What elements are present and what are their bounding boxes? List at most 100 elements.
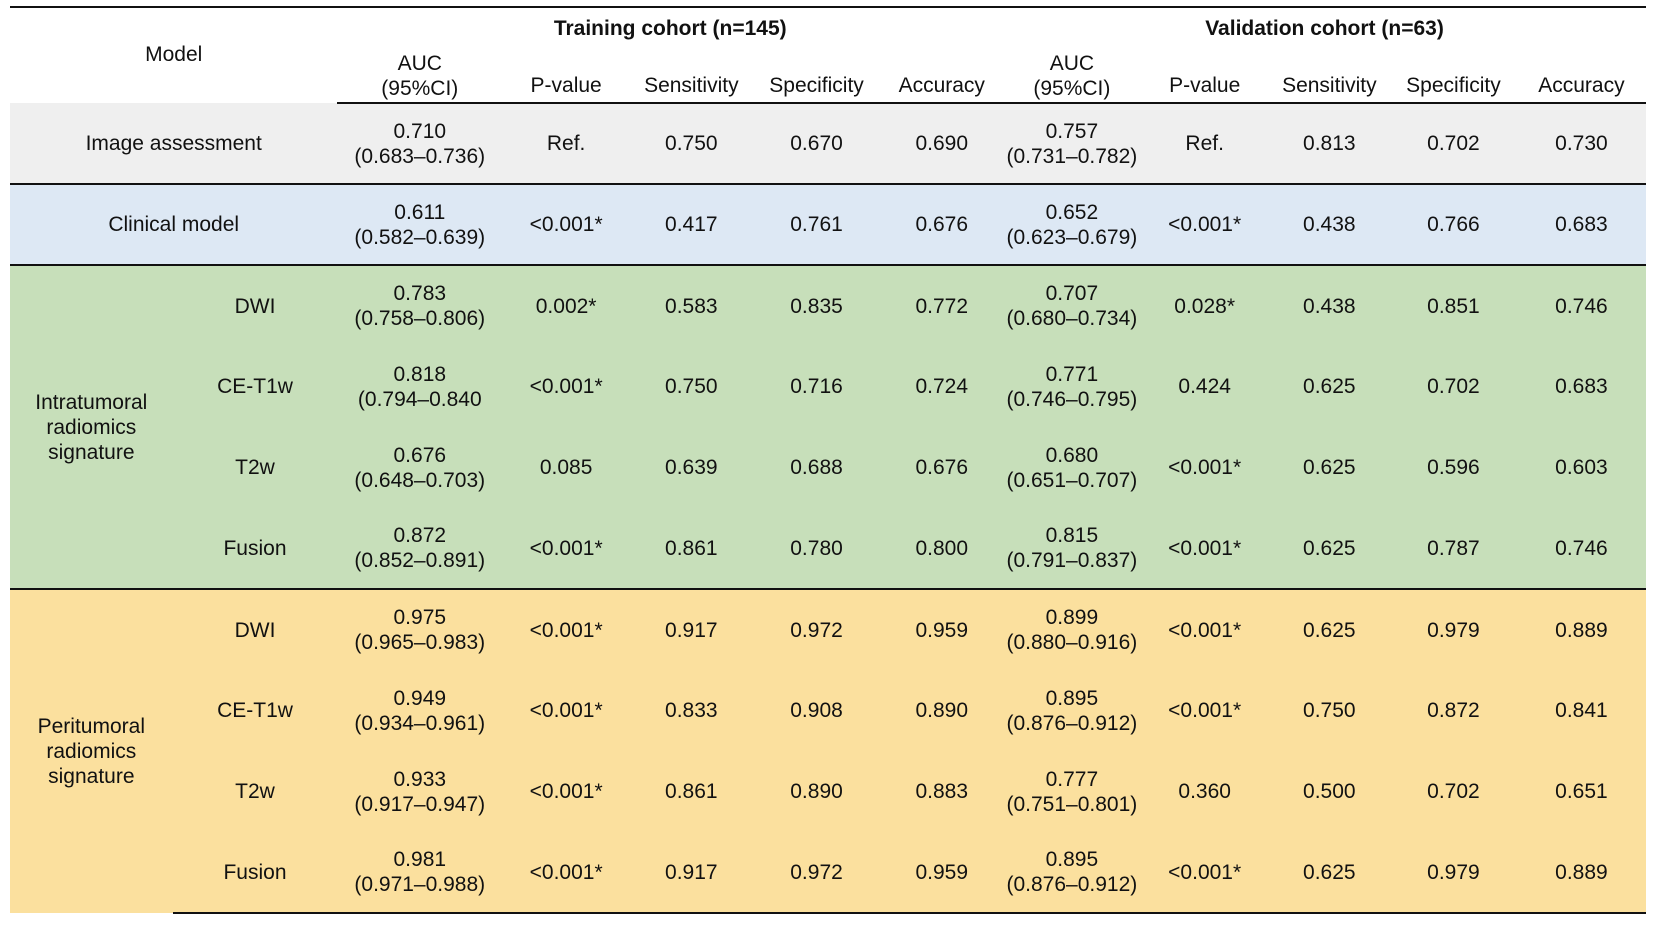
validation-auc-ci: (0.876–0.912) — [1006, 873, 1138, 896]
validation-auc-ci: (0.751–0.801) — [1006, 792, 1138, 816]
validation-auc-cell: 0.680 (0.651–0.707) — [1003, 427, 1141, 508]
sequence-name-cell: Fusion — [172, 832, 338, 914]
sequence-name-cell: DWI — [172, 264, 338, 346]
training-p-value-cell: <0.001* — [502, 588, 631, 670]
training-p-value-cell: 0.085 — [502, 427, 631, 508]
sequence-name-cell: T2w — [172, 427, 338, 508]
model-name-cell: Image assessment — [10, 103, 338, 184]
training-auc-value: 0.818 — [393, 362, 447, 386]
validation-auc-value: 0.707 — [1045, 282, 1099, 305]
training-specificity-cell: 0.761 — [752, 183, 881, 265]
peritumoral-group-label-line: Peritumoral — [37, 715, 145, 738]
validation-cohort-header: Validation cohort (n=63) — [1003, 6, 1646, 49]
training-specificity-cell: 0.835 — [752, 264, 881, 346]
training-auc-cell: 0.818 (0.794–0.840 — [337, 346, 503, 427]
training-specificity-cell: 0.908 — [752, 670, 881, 751]
training-accuracy-cell: 0.676 — [880, 183, 1004, 265]
table-row: Fusion 0.872 (0.852–0.891) <0.001* 0.861 0.78… — [10, 508, 1646, 589]
model-name-cell: Clinical model — [10, 183, 338, 265]
training-sensitivity-cell: 0.833 — [630, 670, 753, 751]
training-auc-ci: (0.934–0.961) — [354, 711, 486, 735]
training-accuracy-cell: 0.772 — [880, 264, 1004, 346]
sequence-name-cell: DWI — [172, 588, 338, 670]
training-auc-cell: 0.710 (0.683–0.736) — [337, 103, 503, 184]
training-auc-value: 0.783 — [393, 282, 447, 305]
training-cohort-header: Training cohort (n=145) — [337, 6, 1004, 49]
training-auc-value: 0.676 — [393, 443, 447, 467]
training-sensitivity-cell: 0.861 — [630, 751, 753, 832]
validation-p-value-cell: 0.360 — [1140, 751, 1269, 832]
validation-accuracy-cell: 0.841 — [1516, 670, 1646, 751]
validation-specificity-cell: 0.766 — [1390, 183, 1517, 265]
validation-auc-cell: 0.777 (0.751–0.801) — [1003, 751, 1141, 832]
training-auc-value: 0.981 — [393, 848, 447, 871]
validation-p-value-cell: 0.424 — [1140, 346, 1269, 427]
training-accuracy-cell: 0.883 — [880, 751, 1004, 832]
sequence-name-cell: Fusion — [172, 508, 338, 589]
table-row: Fusion 0.981 (0.971–0.988) <0.001* 0.917 0.97… — [10, 832, 1646, 914]
training-accuracy-cell: 0.959 — [880, 832, 1004, 914]
training-sensitivity-cell: 0.750 — [630, 103, 753, 184]
validation-auc-cell: 0.757 (0.731–0.782) — [1003, 103, 1141, 184]
training-auc-cell: 0.975 (0.965–0.983) — [337, 588, 503, 670]
validation-auc-cell: 0.899 (0.880–0.916) — [1003, 588, 1141, 670]
table-row: Clinical model 0.611 (0.582–0.639) <0.001* 0… — [10, 183, 1646, 265]
validation-p-value-cell: Ref. — [1140, 103, 1269, 184]
training-accuracy-cell: 0.890 — [880, 670, 1004, 751]
training-sensitivity-cell: 0.417 — [630, 183, 753, 265]
training-specificity-cell: 0.716 — [752, 346, 881, 427]
table-row: Intratumoral radiomics signature DWI 0.783 (0… — [10, 264, 1646, 589]
validation-p-value-cell: <0.001* — [1140, 588, 1269, 670]
validation-accuracy-cell: 0.651 — [1516, 751, 1646, 832]
validation-sensitivity-cell: 0.438 — [1268, 183, 1391, 265]
training-auc-cell: 0.676 (0.648–0.703) — [337, 427, 503, 508]
training-p-value-cell: <0.001* — [502, 508, 631, 589]
intratumoral-group-label-line: radiomics — [46, 415, 137, 439]
validation-p-value-cell: 0.028* — [1140, 264, 1269, 346]
training-specificity-cell: 0.780 — [752, 508, 881, 589]
validation-auc-value: 0.895 — [1045, 848, 1099, 871]
table-row: Peritumoral radiomics signature DWI 0.975 (0.… — [10, 588, 1646, 913]
training-specificity-cell: 0.890 — [752, 751, 881, 832]
training-auc-value: 0.710 — [393, 119, 447, 143]
table-row: T2w 0.676 (0.648–0.703) 0.085 0.639 0.688 0.67… — [10, 427, 1646, 508]
validation-auc-ci: (0.623–0.679) — [1006, 225, 1138, 249]
training-specificity-header: Specificity — [752, 49, 881, 104]
validation-auc-ci: (0.880–0.916) — [1006, 631, 1138, 654]
training-sensitivity-cell: 0.583 — [630, 264, 753, 346]
training-specificity-cell: 0.972 — [752, 832, 881, 914]
validation-auc-cell: 0.707 (0.680–0.734) — [1003, 264, 1141, 346]
training-sensitivity-cell: 0.917 — [630, 588, 753, 670]
training-p-value-cell: <0.001* — [502, 670, 631, 751]
sequence-name-cell: CE-T1w — [172, 670, 338, 751]
validation-auc-ci: (0.876–0.912) — [1006, 711, 1138, 735]
validation-auc-cell: 0.652 (0.623–0.679) — [1003, 183, 1141, 265]
validation-accuracy-cell: 0.603 — [1516, 427, 1646, 508]
training-auc-cell: 0.981 (0.971–0.988) — [337, 832, 503, 914]
validation-auc-value: 0.777 — [1045, 767, 1099, 791]
peritumoral-group-label-line: radiomics — [46, 740, 137, 763]
model-performance-table: Model Training cohort (n=145) Validation… — [10, 6, 1646, 914]
training-accuracy-cell: 0.690 — [880, 103, 1004, 184]
validation-sensitivity-cell: 0.625 — [1268, 346, 1391, 427]
validation-auc-header: AUC (95%CI) — [1003, 49, 1141, 104]
training-specificity-cell: 0.670 — [752, 103, 881, 184]
training-auc-cell: 0.949 (0.934–0.961) — [337, 670, 503, 751]
validation-accuracy-cell: 0.683 — [1516, 346, 1646, 427]
training-auc-ci: (0.648–0.703) — [354, 468, 486, 492]
training-auc-ci: (0.917–0.947) — [354, 792, 486, 816]
sequence-name-cell: T2w — [172, 751, 338, 832]
training-p-value-header: P-value — [502, 49, 631, 104]
training-specificity-cell: 0.688 — [752, 427, 881, 508]
validation-specificity-cell: 0.979 — [1390, 588, 1517, 670]
validation-auc-cell: 0.815 (0.791–0.837) — [1003, 508, 1141, 589]
table-row: CE-T1w 0.949 (0.934–0.961) <0.001* 0.833 0.90… — [10, 670, 1646, 751]
validation-p-value-cell: <0.001* — [1140, 832, 1269, 914]
training-auc-header: AUC (95%CI) — [337, 49, 503, 104]
peritumoral-group-label-line: signature — [48, 765, 135, 788]
training-auc-ci: (0.971–0.988) — [354, 873, 486, 896]
validation-specificity-cell: 0.979 — [1390, 832, 1517, 914]
validation-accuracy-cell: 0.683 — [1516, 183, 1646, 265]
validation-auc-value: 0.652 — [1045, 200, 1099, 224]
validation-specificity-cell: 0.702 — [1390, 346, 1517, 427]
